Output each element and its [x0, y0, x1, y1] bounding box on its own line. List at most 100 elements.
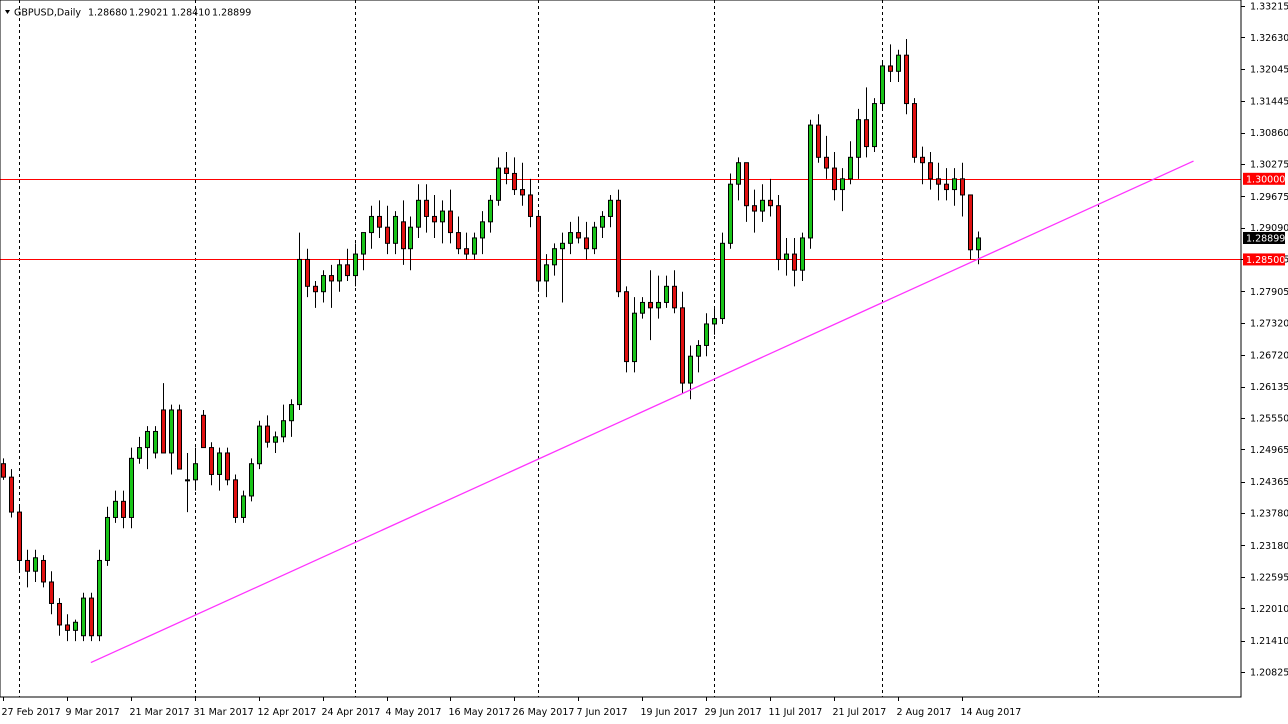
- time-tick-label: 2 Aug 2017: [897, 707, 952, 718]
- candle-bull: [712, 318, 717, 325]
- close-value: 1.28899: [212, 8, 251, 19]
- candle-bull: [800, 237, 805, 271]
- candle-bull: [297, 258, 302, 406]
- candle-bear: [1, 463, 6, 478]
- time-axis[interactable]: 27 Feb 2017 9 Mar 2017 21 Mar 2017 31 Mar 2…: [2, 697, 1022, 718]
- current-price-tag-bg: [1243, 231, 1285, 244]
- candle-bull: [880, 65, 885, 105]
- candle-bull: [472, 237, 477, 255]
- price-axis[interactable]: 1.33215 1.32630 1.32045 1.31445 1.30860 1.302…: [1241, 2, 1288, 679]
- candle-bull: [353, 253, 358, 277]
- price-tick-label: 1.30275: [1250, 160, 1288, 171]
- candle-bear: [944, 183, 949, 191]
- candle-bear: [201, 414, 206, 449]
- time-tick-label: 14 Aug 2017: [961, 707, 1022, 718]
- candle-bull: [321, 275, 326, 293]
- candle-bear: [17, 511, 22, 561]
- price-tick-label: 1.33215: [1250, 2, 1288, 13]
- candlesticks: [1, 39, 981, 642]
- period-separators: [19, 0, 1099, 697]
- candle-bull: [560, 242, 565, 250]
- candle-bear: [904, 54, 909, 105]
- candle-bull: [632, 312, 637, 363]
- candle-bull: [241, 495, 246, 518]
- time-tick-label: 24 Apr 2017: [322, 707, 381, 718]
- candle-bear: [536, 215, 541, 282]
- candle-bull: [496, 167, 501, 201]
- candle-bull: [185, 479, 190, 482]
- candle-bear: [49, 581, 54, 604]
- candle-bull: [289, 404, 294, 422]
- candle-bear: [824, 156, 829, 169]
- level-price-tag-bg: [1243, 253, 1285, 266]
- candle-bull: [393, 215, 398, 244]
- candle-bull: [480, 221, 485, 239]
- candle-bear: [448, 210, 453, 234]
- price-tick-label: 1.32045: [1250, 64, 1288, 75]
- candle-bear: [624, 291, 629, 363]
- candle-bull: [273, 436, 278, 443]
- candle-bull: [856, 119, 861, 158]
- candle-bull: [544, 264, 549, 282]
- candle-bull: [408, 226, 413, 250]
- plot-border: [0, 0, 1242, 698]
- open-value: 1.28680: [88, 8, 127, 19]
- price-tick-label: 1.27320: [1250, 318, 1288, 329]
- price-tick-label: 1.26135: [1250, 382, 1288, 393]
- trendline-layer[interactable]: [90, 160, 1194, 664]
- candle-bull: [840, 178, 845, 191]
- candle-bull: [33, 557, 38, 572]
- candle-bull: [552, 248, 557, 266]
- candle-bear: [752, 205, 757, 212]
- candle-bear: [744, 162, 749, 207]
- candle-bear: [792, 253, 797, 271]
- time-tick-label: 27 Feb 2017: [2, 707, 61, 718]
- candle-bear: [9, 476, 14, 513]
- candle-bull: [113, 500, 118, 518]
- candle-bear: [313, 285, 318, 293]
- candle-bull: [784, 253, 789, 260]
- plot-area[interactable]: [0, 0, 1241, 697]
- candle-bear: [233, 479, 238, 518]
- candle-bull: [568, 232, 573, 244]
- candle-bull: [281, 420, 286, 438]
- candle-bear: [225, 452, 230, 481]
- candle-bear: [960, 178, 965, 196]
- time-tick-label: 12 Apr 2017: [258, 707, 317, 718]
- candle-bear: [648, 301, 653, 309]
- trendline[interactable]: [90, 160, 1194, 664]
- candle-bear: [121, 500, 126, 518]
- candle-bear: [528, 194, 533, 217]
- candle-bear: [928, 162, 933, 180]
- candle-bear: [385, 226, 390, 244]
- time-tick-label: 29 Jun 2017: [705, 707, 762, 718]
- candle-bull: [872, 103, 877, 148]
- candle-bull: [129, 457, 134, 518]
- candle-bull: [896, 54, 901, 72]
- candle-bull: [145, 430, 150, 449]
- candle-bull: [337, 264, 342, 282]
- candle-bull: [193, 463, 198, 481]
- candle-bear: [305, 258, 310, 287]
- candle-bear: [672, 285, 677, 309]
- level-price-tag-bg: [1243, 172, 1285, 185]
- candle-bear: [209, 447, 214, 475]
- level-price-tag: 1.28500: [1246, 255, 1285, 266]
- candle-bear: [512, 172, 517, 191]
- candle-bull: [696, 344, 701, 357]
- high-value: 1.29021: [129, 8, 168, 19]
- candle-bull: [169, 409, 174, 454]
- candle-bear: [504, 167, 509, 174]
- candle-bull: [488, 199, 493, 223]
- candle-bear: [864, 119, 869, 148]
- dropdown-triangle-icon[interactable]: [5, 10, 10, 14]
- price-tick-label: 1.22010: [1250, 604, 1288, 615]
- price-tick-label: 1.24965: [1250, 445, 1288, 456]
- chart-header: GBPUSD,Daily 1.28680 1.29021 1.28410 1.2…: [5, 8, 251, 19]
- candle-bear: [41, 559, 46, 583]
- price-tick-label: 1.24365: [1250, 477, 1288, 488]
- candle-bear: [832, 167, 837, 191]
- current-price-tag: 1.28899: [1246, 233, 1285, 244]
- time-tick-label: 26 May 2017: [513, 707, 575, 718]
